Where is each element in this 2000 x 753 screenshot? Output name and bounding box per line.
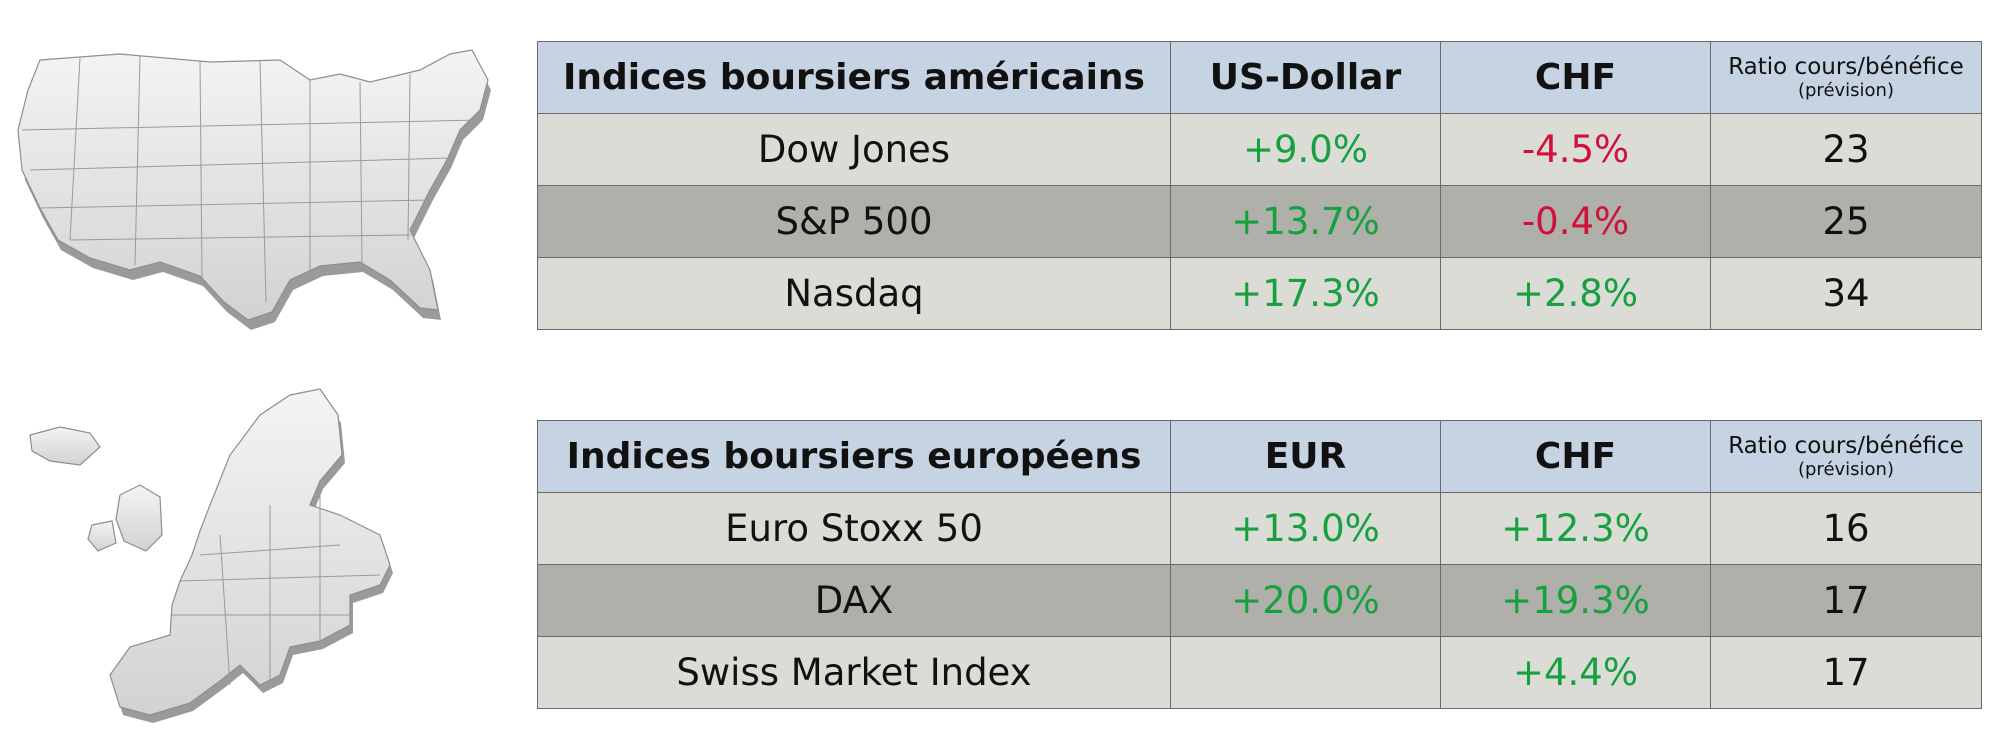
local-currency-column-header: EUR: [1170, 420, 1441, 493]
table-row: Euro Stoxx 50 +13.0% +12.3% 16: [537, 492, 1982, 565]
pe-ratio-sublabel: (prévision): [1797, 459, 1894, 480]
local-return: +17.3%: [1170, 257, 1441, 330]
table-row: Swiss Market Index +4.4% 17: [537, 636, 1982, 709]
pe-ratio: 25: [1710, 185, 1982, 258]
chf-column-header: CHF: [1440, 41, 1711, 114]
pe-ratio-column-header: Ratio cours/bénéfice (prévision): [1710, 420, 1982, 493]
eu-indices-table: Indices boursiers européens EUR CHF Rati…: [537, 420, 1982, 709]
index-column-header: Indices boursiers européens: [537, 420, 1171, 493]
europe-map-icon: [20, 385, 520, 735]
pe-ratio-column-header: Ratio cours/bénéfice (prévision): [1710, 41, 1982, 114]
index-name: DAX: [537, 564, 1171, 637]
pe-ratio: 17: [1710, 564, 1982, 637]
table-header-row: Indices boursiers européens EUR CHF Rati…: [537, 420, 1982, 493]
us-indices-table: Indices boursiers américains US-Dollar C…: [537, 41, 1982, 330]
chf-return: +19.3%: [1440, 564, 1711, 637]
table-row: S&P 500 +13.7% -0.4% 25: [537, 185, 1982, 258]
pe-ratio: 17: [1710, 636, 1982, 709]
chf-return: -0.4%: [1440, 185, 1711, 258]
local-return: [1170, 636, 1441, 709]
local-return: +9.0%: [1170, 113, 1441, 186]
pe-ratio: 34: [1710, 257, 1982, 330]
index-column-header: Indices boursiers américains: [537, 41, 1171, 114]
local-return: +13.7%: [1170, 185, 1441, 258]
index-name: Dow Jones: [537, 113, 1171, 186]
index-name: S&P 500: [537, 185, 1171, 258]
table-row: Nasdaq +17.3% +2.8% 34: [537, 257, 1982, 330]
table-row: Dow Jones +9.0% -4.5% 23: [537, 113, 1982, 186]
chf-return: +2.8%: [1440, 257, 1711, 330]
pe-ratio: 16: [1710, 492, 1982, 565]
pe-ratio: 23: [1710, 113, 1982, 186]
table-header-row: Indices boursiers américains US-Dollar C…: [537, 41, 1982, 114]
table-row: DAX +20.0% +19.3% 17: [537, 564, 1982, 637]
chf-return: +12.3%: [1440, 492, 1711, 565]
local-return: +13.0%: [1170, 492, 1441, 565]
index-name: Euro Stoxx 50: [537, 492, 1171, 565]
usa-map-icon: [10, 40, 510, 340]
index-name: Nasdaq: [537, 257, 1171, 330]
chf-return: -4.5%: [1440, 113, 1711, 186]
pe-ratio-label: Ratio cours/bénéfice: [1728, 433, 1964, 459]
pe-ratio-label: Ratio cours/bénéfice: [1728, 54, 1964, 80]
index-name: Swiss Market Index: [537, 636, 1171, 709]
pe-ratio-sublabel: (prévision): [1797, 80, 1894, 101]
chf-return: +4.4%: [1440, 636, 1711, 709]
chf-column-header: CHF: [1440, 420, 1711, 493]
local-return: +20.0%: [1170, 564, 1441, 637]
local-currency-column-header: US-Dollar: [1170, 41, 1441, 114]
